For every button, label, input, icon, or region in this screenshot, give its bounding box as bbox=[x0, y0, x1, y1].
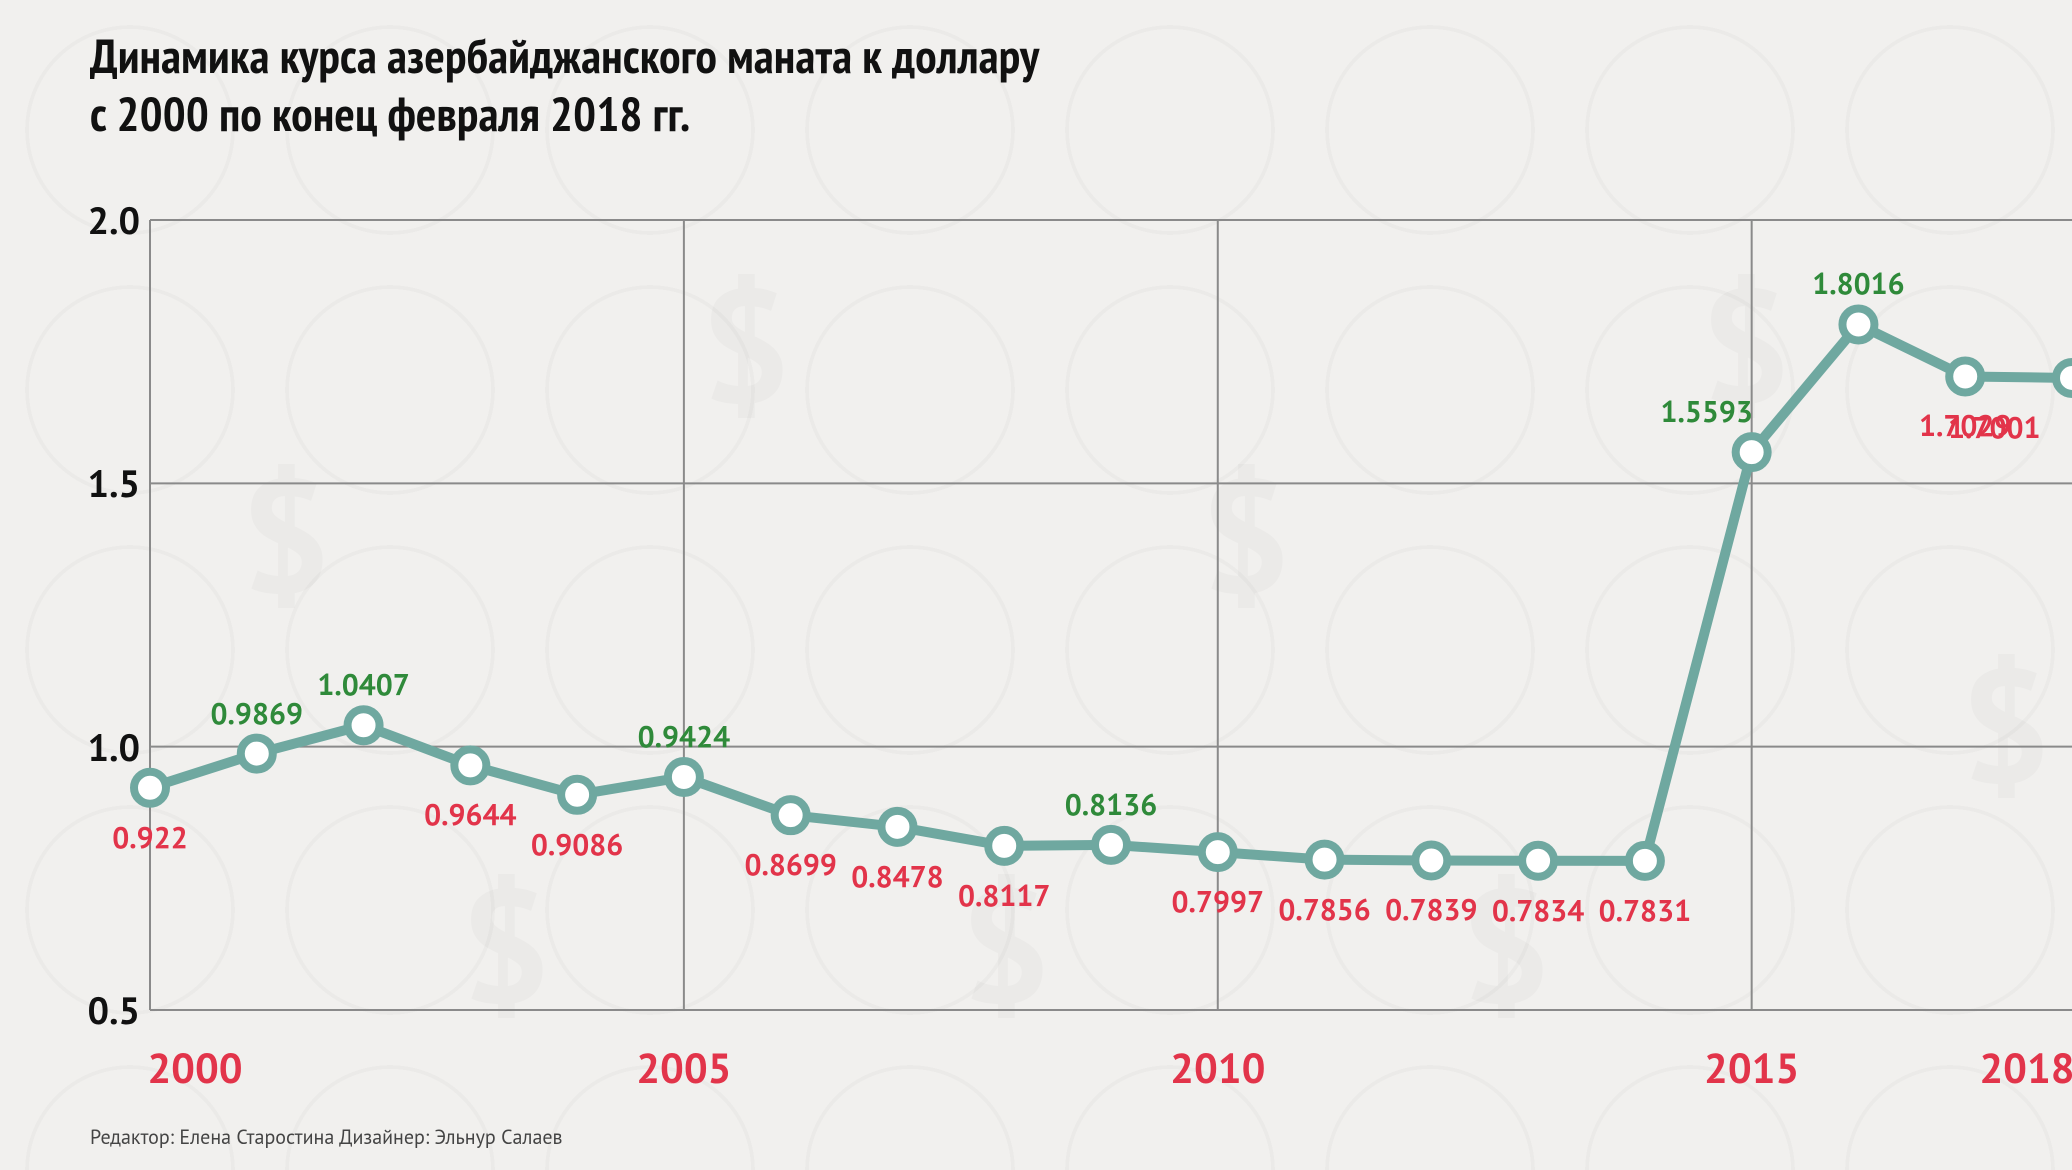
data-marker bbox=[241, 738, 273, 770]
data-marker bbox=[1629, 845, 1661, 877]
value-label: 0.7856 bbox=[1278, 890, 1370, 929]
value-label: 0.7834 bbox=[1492, 891, 1584, 930]
value-label: 1.0407 bbox=[317, 665, 409, 704]
y-tick-label: 1.0 bbox=[60, 723, 140, 772]
y-tick-label: 0.5 bbox=[60, 986, 140, 1035]
data-marker bbox=[775, 799, 807, 831]
y-tick-label: 2.0 bbox=[60, 196, 140, 245]
series-line bbox=[150, 324, 2072, 860]
x-tick-label: 2005 bbox=[636, 1040, 731, 1095]
value-label: 0.9644 bbox=[424, 795, 516, 834]
data-marker bbox=[988, 830, 1020, 862]
x-tick-label: 2015 bbox=[1704, 1040, 1799, 1095]
data-marker bbox=[881, 811, 913, 843]
value-label: 0.922 bbox=[112, 818, 187, 857]
chart-svg bbox=[0, 0, 2072, 1170]
line-chart: 0.5 1.0 1.5 2.0 2000 2005 2010 2015 2018 0.922 0.9… bbox=[0, 0, 2072, 1170]
value-label: 0.9086 bbox=[531, 825, 623, 864]
data-marker bbox=[1415, 844, 1447, 876]
data-marker bbox=[668, 761, 700, 793]
value-label: 0.9424 bbox=[638, 717, 730, 756]
data-marker bbox=[1522, 845, 1554, 877]
data-marker bbox=[1202, 836, 1234, 868]
data-marker bbox=[561, 779, 593, 811]
data-marker bbox=[1949, 360, 1981, 392]
value-label: 0.8136 bbox=[1065, 785, 1157, 824]
value-label: 1.8016 bbox=[1812, 264, 1904, 303]
value-label: 0.7997 bbox=[1172, 882, 1264, 921]
data-marker bbox=[348, 709, 380, 741]
x-tick-label: 2010 bbox=[1170, 1040, 1265, 1095]
credits: Редактор: Елена Старостина Дизайнер: Эль… bbox=[90, 1124, 563, 1150]
y-tick-label: 1.5 bbox=[60, 459, 140, 508]
value-label: 0.7831 bbox=[1599, 891, 1691, 930]
data-marker bbox=[1736, 436, 1768, 468]
data-marker bbox=[454, 749, 486, 781]
data-marker bbox=[1842, 308, 1874, 340]
value-label: 0.9869 bbox=[211, 694, 303, 733]
value-label: 0.8478 bbox=[851, 857, 943, 896]
value-label: 0.8699 bbox=[744, 845, 836, 884]
value-label: 0.8117 bbox=[958, 876, 1050, 915]
value-label: 1.5593 bbox=[1660, 392, 1752, 431]
data-marker bbox=[1309, 844, 1341, 876]
value-label: 0.7839 bbox=[1385, 890, 1477, 929]
x-tick-label: 2018 bbox=[1979, 1040, 2072, 1095]
value-label: 1.7001 bbox=[1948, 408, 2040, 447]
data-marker bbox=[2056, 362, 2072, 394]
data-marker bbox=[134, 772, 166, 804]
x-tick-label: 2000 bbox=[147, 1040, 242, 1095]
data-marker bbox=[1095, 829, 1127, 861]
